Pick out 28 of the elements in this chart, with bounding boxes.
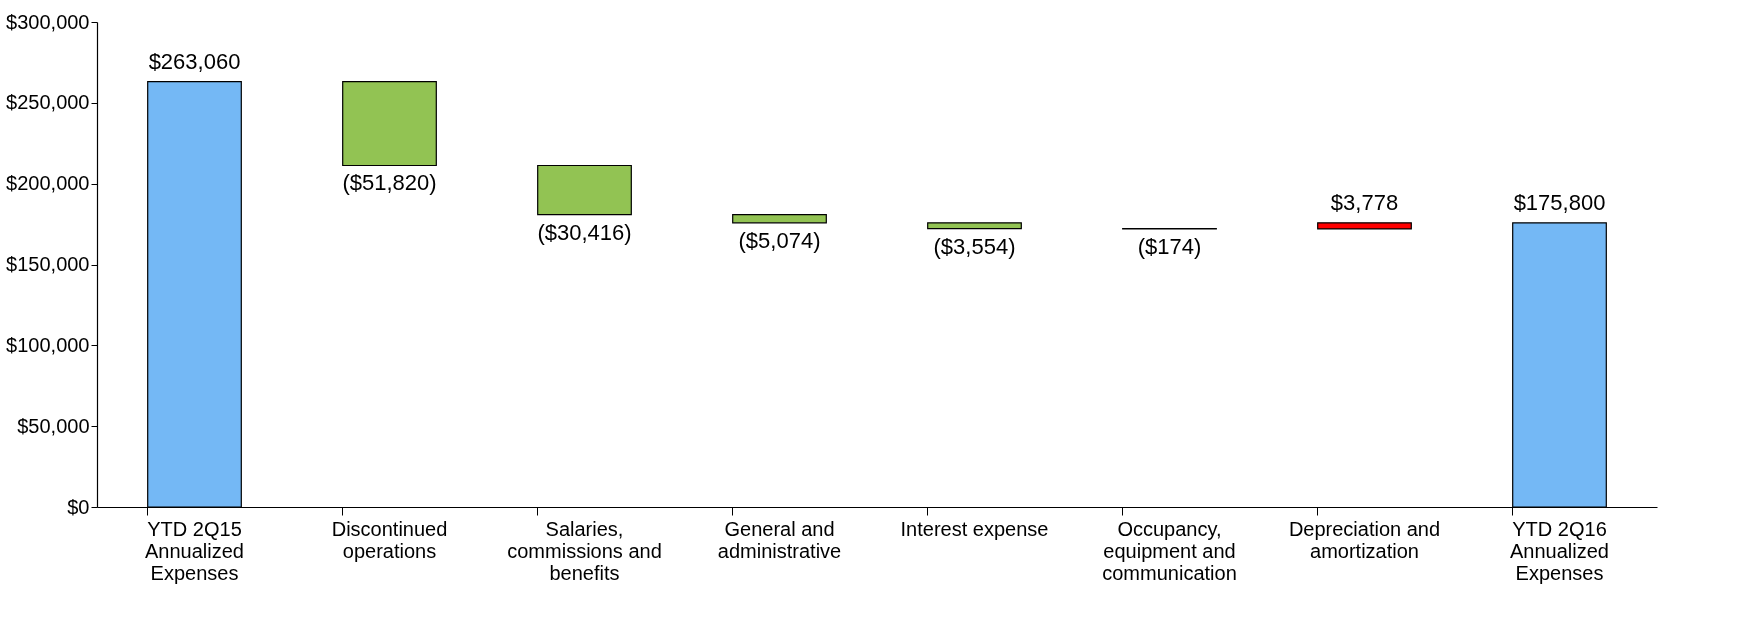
y-tick-label: $100,000	[6, 333, 90, 356]
data-label: $175,800	[1513, 189, 1606, 215]
x-tick-label: YTD 2Q16 Annualized Expenses	[1510, 517, 1609, 584]
x-tick-label: Salaries, commissions and benefits	[507, 517, 662, 584]
x-tick-label: Interest expense	[900, 517, 1049, 540]
bar	[342, 81, 437, 167]
y-tick-label: $250,000	[6, 91, 90, 114]
data-label: ($3,554)	[933, 233, 1016, 259]
x-tick-label: Occupancy, equipment and communication	[1102, 517, 1237, 584]
y-tick-label: $200,000	[6, 172, 90, 195]
x-tick-label: Depreciation and amortization	[1288, 517, 1441, 562]
bar	[1317, 222, 1412, 230]
bar	[537, 164, 632, 216]
data-label: $263,060	[148, 48, 241, 74]
x-tick-label: Discontinued operations	[331, 517, 448, 562]
y-tick-label: $0	[67, 495, 90, 518]
bar	[927, 222, 1022, 230]
x-tick-label: YTD 2Q15 Annualized Expenses	[145, 517, 244, 584]
y-tick-label: $300,000	[6, 10, 90, 33]
data-label: ($30,416)	[537, 219, 632, 245]
x-tick-label: General and administrative	[717, 517, 842, 562]
data-label: ($174)	[1137, 233, 1202, 259]
data-label: $3,778	[1330, 189, 1399, 215]
data-label: ($5,074)	[738, 227, 821, 253]
y-tick-label: $50,000	[17, 414, 90, 437]
y-tick-label: $150,000	[6, 253, 90, 275]
data-label: ($51,820)	[342, 170, 437, 196]
bar	[732, 214, 827, 224]
